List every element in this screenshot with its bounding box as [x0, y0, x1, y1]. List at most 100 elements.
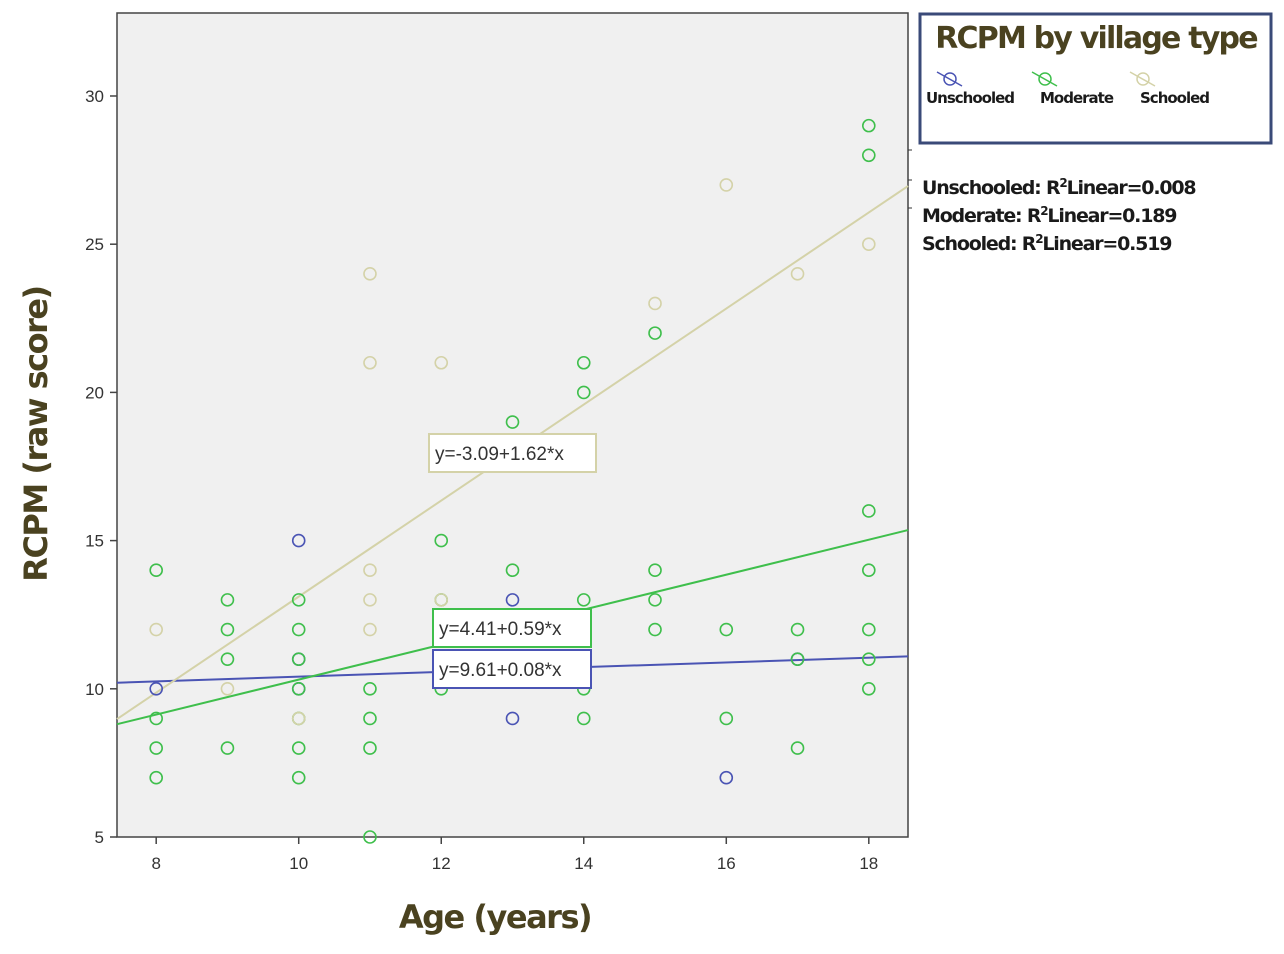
data-point-schooled [363, 355, 377, 370]
data-point-schooled [363, 563, 377, 578]
data-point-schooled [363, 593, 377, 607]
data-point-moderate [220, 652, 235, 666]
fit-equation-schooled: y=-3.09+1.62*x [428, 433, 597, 473]
axes: 8 10 12 14 16 18 5 10 15 20 25 30 [85, 87, 878, 873]
legend-item-schooled: Schooled [1129, 71, 1210, 107]
data-point-moderate [719, 711, 734, 726]
legend-marker-line [1129, 71, 1156, 87]
legend-marker-line [1031, 71, 1058, 87]
data-point-moderate [291, 741, 306, 755]
r2-annotations: Unschooled: R2Linear=0.008 Moderate: R2L… [908, 149, 1198, 255]
legend-item-moderate: Moderate [1031, 71, 1115, 107]
data-point-moderate [576, 711, 591, 726]
data-point-moderate [648, 563, 662, 578]
data-point-moderate [434, 533, 449, 548]
data-point-moderate [862, 681, 876, 696]
data-point-moderate [291, 770, 306, 785]
y-tick-label: 20 [85, 383, 104, 402]
data-point-moderate [648, 593, 662, 607]
data-point-moderate [363, 711, 377, 726]
legend-item-unschooled: Unschooled [926, 71, 1015, 107]
legend-marker-circle [1038, 72, 1052, 86]
data-point-moderate [648, 326, 662, 340]
data-point-moderate [291, 681, 306, 696]
fit-equation-unschooled: y=9.61+0.08*x [432, 649, 592, 689]
data-point-moderate [719, 622, 734, 637]
data-point-moderate [505, 415, 520, 429]
data-point-unschooled [505, 711, 520, 726]
data-point-schooled [648, 296, 662, 311]
fit-equation-box [432, 608, 592, 648]
legend-marker-circle [943, 72, 957, 86]
data-point-schooled [862, 237, 876, 251]
data-point-moderate [149, 741, 163, 755]
legend-title: RCPM by village type [935, 21, 1257, 56]
plot-area [116, 12, 909, 838]
data-point-moderate [790, 652, 805, 666]
data-point-moderate [505, 563, 520, 578]
x-axis-title: Age (years) [399, 898, 591, 936]
data-point-moderate [220, 622, 235, 637]
fit-equation-box [432, 649, 592, 689]
y-tick-label: 25 [85, 235, 104, 254]
data-point-schooled [363, 622, 377, 637]
data-point-moderate [291, 593, 306, 607]
data-point-schooled [434, 355, 449, 370]
y-tick-label: 10 [85, 680, 104, 699]
fit-equation-box [428, 433, 597, 473]
data-point-moderate [862, 148, 876, 163]
data-point-moderate [576, 385, 591, 400]
data-point-schooled [220, 681, 235, 696]
data-point-moderate [790, 622, 805, 637]
data-point-moderate [291, 652, 306, 666]
data-point-moderate [363, 741, 377, 755]
data-point-schooled [790, 267, 805, 281]
data-point-moderate [862, 504, 876, 518]
y-axis-title: RCPM (raw score) [17, 286, 55, 581]
data-point-moderate [363, 830, 377, 844]
data-point-moderate [862, 652, 876, 666]
data-point-moderate [576, 593, 591, 607]
data-point-moderate [790, 741, 805, 755]
data-point-moderate [862, 118, 876, 133]
fit-equation-label: y=9.61+0.08*x [439, 660, 562, 681]
legend: RCPM by village type Unschooled Moderate… [918, 12, 1273, 145]
fit-equation-moderate: y=4.41+0.59*x [432, 608, 592, 648]
data-point-moderate [862, 563, 876, 578]
data-point-schooled [719, 178, 734, 192]
data-point-unschooled [291, 533, 306, 548]
data-point-schooled [291, 711, 306, 726]
r2-label-moderate: Moderate: R2Linear=0.189 [922, 204, 1176, 227]
y-tick-label: 5 [95, 828, 104, 847]
legend-label: Unschooled [926, 89, 1014, 107]
data-point-unschooled [719, 770, 734, 785]
data-point-moderate [149, 770, 163, 785]
legend-marker-circle [1136, 72, 1150, 86]
data-point-moderate [862, 622, 876, 637]
data-point-moderate [363, 681, 377, 696]
data-point-schooled [363, 267, 377, 281]
data-point-moderate [648, 622, 662, 637]
x-tick-label: 10 [289, 854, 308, 873]
data-point-moderate [149, 563, 163, 578]
x-tick-label: 12 [432, 854, 451, 873]
legend-label: Moderate [1040, 89, 1114, 107]
data-point-schooled [149, 622, 163, 637]
y-tick-label: 30 [85, 87, 104, 106]
legend-marker-line [936, 71, 963, 87]
fit-equation-label: y=-3.09+1.62*x [435, 444, 564, 465]
x-tick-label: 18 [859, 854, 878, 873]
data-point-moderate [576, 355, 591, 370]
data-point-moderate [220, 741, 235, 755]
x-tick-label: 14 [574, 854, 593, 873]
data-point-unschooled [149, 681, 163, 696]
data-point-moderate [149, 711, 163, 726]
legend-label: Schooled [1140, 89, 1209, 107]
data-points [149, 118, 876, 844]
y-tick-label: 15 [85, 532, 104, 551]
data-point-unschooled [505, 593, 520, 607]
legend-box [918, 12, 1273, 145]
fit-equation-label: y=4.41+0.59*x [439, 619, 562, 640]
r2-label-unschooled: Unschooled: R2Linear=0.008 [922, 176, 1196, 199]
